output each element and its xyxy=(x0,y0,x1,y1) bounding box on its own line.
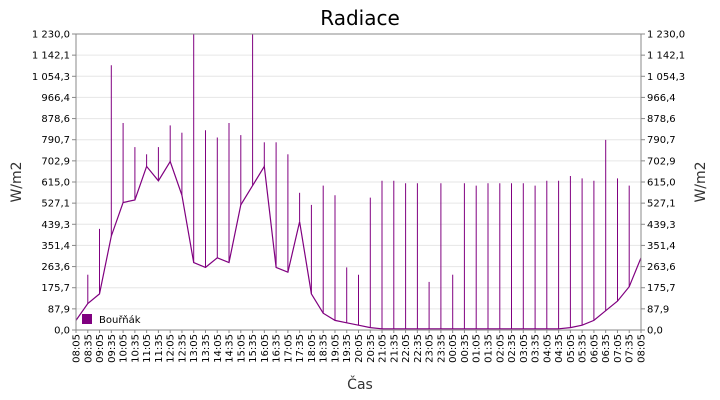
x-tick-label: 08:05 xyxy=(637,334,648,363)
x-tick-label: 05:05 xyxy=(566,334,577,363)
y-tick-label: 966,4 xyxy=(647,93,676,104)
y-tick-label: 175,7 xyxy=(41,283,70,294)
x-tick-label: 08:05 xyxy=(72,334,83,363)
y-tick-label: 351,4 xyxy=(41,241,70,252)
x-axis: 08:05 08:35 09:05 09:35 10:05 10:35 11:05 11:35… xyxy=(72,330,648,363)
x-tick-label: 13:05 xyxy=(189,334,200,363)
x-tick-label: 12:05 xyxy=(166,334,177,363)
x-tick-label: 05:35 xyxy=(578,334,589,363)
legend-label: Bouřňák xyxy=(99,314,141,326)
x-tick-label: 11:05 xyxy=(142,334,153,363)
y-tick-label: 175,7 xyxy=(647,283,676,294)
x-tick-label: 14:35 xyxy=(225,334,236,363)
x-tick-label: 18:35 xyxy=(319,334,330,363)
x-tick-label: 23:35 xyxy=(436,334,447,363)
x-tick-label: 04:05 xyxy=(542,334,553,363)
x-tick-label: 21:35 xyxy=(389,334,400,363)
x-tick-label: 12:35 xyxy=(177,334,188,363)
x-tick-label: 17:35 xyxy=(295,334,306,363)
x-tick-label: 07:35 xyxy=(625,334,636,363)
x-tick-label: 03:05 xyxy=(519,334,530,363)
y-axis-left: 0,0 87,9 175,7 263,6 351,4 439,3 527,1 615,0 702… xyxy=(32,30,76,337)
y-tick-label: 263,6 xyxy=(647,262,676,273)
y-tick-label: 439,3 xyxy=(41,220,70,231)
x-tick-label: 16:35 xyxy=(272,334,283,363)
x-tick-label: 18:05 xyxy=(307,334,318,363)
x-tick-label: 20:05 xyxy=(354,334,365,363)
x-tick-label: 19:35 xyxy=(342,334,353,363)
x-tick-label: 09:05 xyxy=(95,334,106,363)
legend: Bouřňák xyxy=(82,314,141,326)
y-tick-label: 1 230,0 xyxy=(32,30,70,41)
x-tick-label: 10:05 xyxy=(119,334,130,363)
x-tick-label: 01:05 xyxy=(472,334,483,363)
y-tick-label: 527,1 xyxy=(647,199,676,210)
y-tick-label: 1 230,0 xyxy=(647,30,685,41)
y-tick-label: 702,9 xyxy=(41,156,70,167)
y-tick-label: 527,1 xyxy=(41,199,70,210)
x-tick-label: 22:05 xyxy=(401,334,412,363)
x-tick-label: 06:05 xyxy=(589,334,600,363)
x-tick-label: 15:35 xyxy=(248,334,259,363)
x-tick-label: 08:35 xyxy=(83,334,94,363)
y-axis-label-left: W/m2 xyxy=(9,161,25,202)
x-tick-label: 09:35 xyxy=(107,334,118,363)
y-tick-label: 351,4 xyxy=(647,241,676,252)
y-tick-label: 87,9 xyxy=(48,304,70,315)
chart-title: Radiace xyxy=(320,6,400,30)
y-tick-label: 790,7 xyxy=(41,135,70,146)
y-tick-label: 87,9 xyxy=(647,304,669,315)
x-tick-label: 16:05 xyxy=(260,334,271,363)
x-tick-label: 10:35 xyxy=(130,334,141,363)
y-tick-label: 0,0 xyxy=(647,326,663,337)
x-tick-label: 01:35 xyxy=(483,334,494,363)
y-tick-label: 1 142,1 xyxy=(647,51,685,62)
y-tick-label: 1 054,3 xyxy=(647,72,685,83)
y-tick-label: 878,6 xyxy=(647,114,676,125)
x-tick-label: 07:05 xyxy=(613,334,624,363)
legend-swatch xyxy=(82,314,92,324)
x-tick-label: 02:05 xyxy=(495,334,506,363)
x-tick-label: 14:05 xyxy=(213,334,224,363)
x-tick-label: 06:35 xyxy=(601,334,612,363)
x-tick-label: 02:35 xyxy=(507,334,518,363)
y-tick-label: 615,0 xyxy=(41,178,70,189)
x-tick-label: 04:35 xyxy=(554,334,565,363)
x-tick-label: 17:05 xyxy=(283,334,294,363)
x-tick-label: 11:35 xyxy=(154,334,165,363)
y-tick-label: 615,0 xyxy=(647,178,676,189)
y-tick-label: 0,0 xyxy=(54,326,70,337)
y-tick-label: 1 054,3 xyxy=(32,72,70,83)
x-tick-label: 00:35 xyxy=(460,334,471,363)
x-tick-label: 00:05 xyxy=(448,334,459,363)
y-axis-right: 0,0 87,9 175,7 263,6 351,4 439,3 527,1 615,0 702… xyxy=(641,30,685,337)
x-tick-label: 13:35 xyxy=(201,334,212,363)
x-tick-label: 21:05 xyxy=(378,334,389,363)
y-tick-label: 790,7 xyxy=(647,135,676,146)
x-axis-label: Čas xyxy=(347,375,373,393)
x-tick-label: 22:35 xyxy=(413,334,424,363)
y-axis-label-right: W/m2 xyxy=(693,161,709,202)
y-tick-label: 1 142,1 xyxy=(32,51,70,62)
x-tick-label: 20:35 xyxy=(366,334,377,363)
y-tick-label: 966,4 xyxy=(41,93,70,104)
x-tick-label: 23:05 xyxy=(425,334,436,363)
x-tick-label: 15:05 xyxy=(236,334,247,363)
x-tick-label: 19:05 xyxy=(330,334,341,363)
y-tick-label: 439,3 xyxy=(647,220,676,231)
series-layer xyxy=(75,34,642,330)
x-tick-label: 03:35 xyxy=(531,334,542,363)
y-tick-label: 263,6 xyxy=(41,262,70,273)
y-tick-label: 702,9 xyxy=(647,156,676,167)
y-tick-label: 878,6 xyxy=(41,114,70,125)
